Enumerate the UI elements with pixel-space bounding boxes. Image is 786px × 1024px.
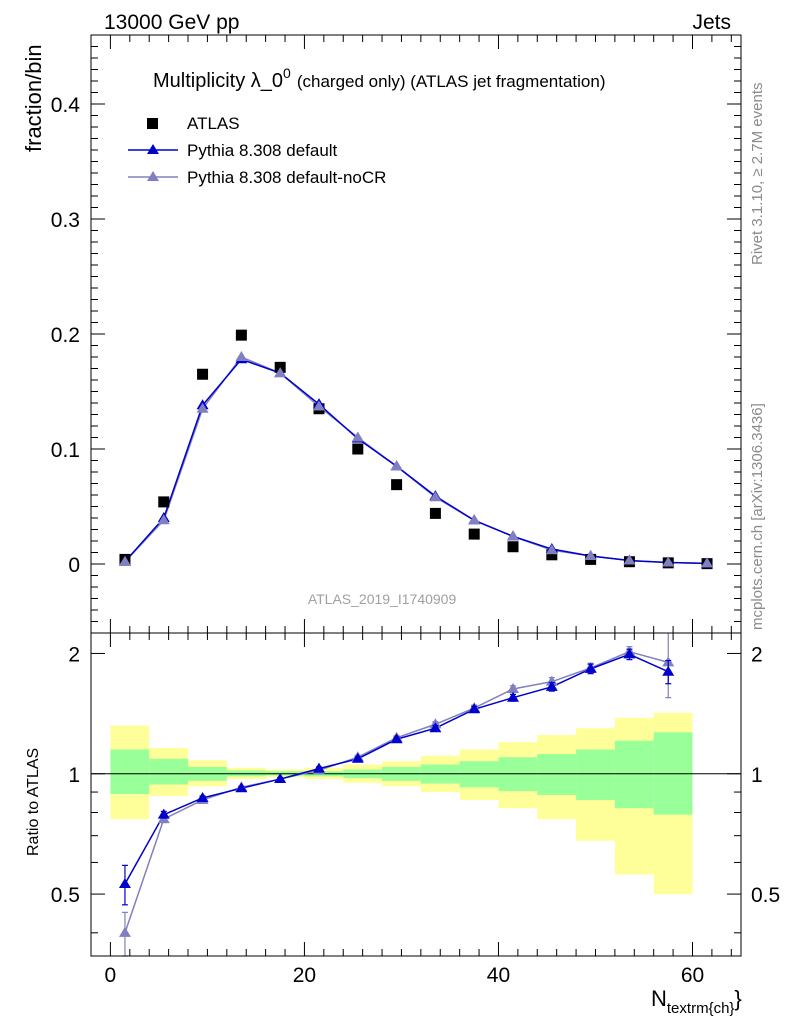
main-ytick-label: 0.3	[51, 209, 80, 232]
ratio-point	[390, 733, 403, 744]
legend-marker-atlas	[147, 118, 158, 129]
legend-marker-default	[147, 144, 159, 154]
x-axis-label-suffix: }	[734, 986, 741, 1011]
ratio-panel: 0.5 0.51 12 20 20 40 60 Ratio to ATLAS Ntextrm…	[25, 632, 780, 1017]
atlas-point	[235, 329, 247, 341]
ratio-point	[157, 808, 170, 819]
mc-point	[429, 491, 442, 502]
mc-point	[545, 544, 558, 555]
mc-point	[157, 514, 170, 525]
ratio-ytick-label: 0.5	[51, 884, 80, 907]
ratio-point	[274, 773, 287, 784]
ratio-point	[118, 926, 131, 937]
uncertainty-band-1sigma	[110, 749, 150, 794]
mcplots-label: mcplots.cern.ch [arXiv:1306.3436]	[749, 403, 766, 630]
x-axis-label-main: N	[651, 986, 667, 1011]
ratio-point	[623, 648, 636, 659]
atlas-point	[352, 443, 364, 455]
category-label: Jets	[692, 11, 731, 34]
mc-point	[623, 554, 636, 565]
ratio-ytick-label-right: 1	[751, 764, 763, 787]
mc-point	[701, 557, 714, 568]
ratio-point	[545, 680, 558, 691]
ratio-ylabel: Ratio to ATLAS	[25, 748, 42, 856]
ratio-point	[312, 762, 325, 773]
legend-label-default: Pythia 8.308 default	[187, 141, 338, 160]
atlas-point	[507, 541, 519, 553]
atlas-point	[468, 528, 480, 540]
mc-point	[662, 556, 675, 567]
ratio-ytick-label: 2	[68, 643, 80, 666]
atlas-point	[197, 368, 209, 380]
legend-marker-nocr	[147, 171, 159, 181]
x-axis-label-sub: textrm{ch}	[667, 1000, 735, 1017]
analysis-watermark: ATLAS_2019_I1740909	[308, 591, 457, 607]
main-series-line	[124, 358, 708, 565]
mc-point	[390, 460, 403, 471]
ratio-ytick-label-right: 2	[751, 643, 763, 666]
main-ytick-label: 0.1	[51, 439, 80, 462]
main-ytick-label: 0.4	[51, 94, 81, 117]
mc-point	[507, 530, 520, 541]
rivet-label: Rivet 3.1.10, ≥ 2.7M events	[749, 83, 766, 266]
chart-title-suffix: (charged only) (ATLAS jet fragmentation)	[297, 72, 606, 91]
mc-point	[235, 351, 248, 361]
xtick-label: 40	[487, 964, 510, 987]
ratio-point	[235, 782, 248, 793]
uncertainty-band-1sigma	[537, 754, 577, 795]
ratio-ytick-label-right: 0.5	[751, 884, 780, 907]
mc-point	[312, 400, 325, 411]
mc-point	[351, 431, 364, 442]
mc-point	[584, 549, 597, 560]
legend-label-atlas: ATLAS	[187, 114, 240, 133]
main-ytick-label: 0.2	[51, 324, 80, 347]
atlas-point	[391, 479, 403, 491]
ratio-point	[507, 691, 520, 702]
x-axis-label: Ntextrm{ch}}	[651, 986, 742, 1017]
ratio-point	[507, 682, 520, 693]
ratio-point	[351, 752, 364, 763]
legend-label-nocr: Pythia 8.308 default-noCR	[187, 168, 386, 187]
xtick-label: 60	[681, 964, 704, 987]
ratio-point	[584, 662, 597, 673]
mc-point	[468, 514, 481, 525]
uncertainty-band-1sigma	[614, 740, 654, 809]
main-panel: ATLAS_2019_I1740909 0 0.1 0.2 0.3 0.4 fracti…	[21, 34, 742, 634]
ratio-point	[118, 877, 131, 888]
atlas-point	[429, 507, 441, 519]
ratio-point	[196, 791, 209, 802]
ratio-point	[429, 722, 442, 733]
uncertainty-band-1sigma	[149, 758, 189, 785]
atlas-point	[546, 549, 558, 561]
main-ylabel: fraction/bin	[21, 44, 46, 152]
main-series-line	[124, 356, 708, 565]
chart-title-main: Multiplicity λ_0	[153, 70, 283, 92]
chart-title-sup: 0	[283, 65, 291, 81]
main-ytick-label: 0	[68, 554, 80, 577]
uncertainty-band-1sigma	[576, 749, 615, 800]
mc-point	[196, 402, 209, 413]
chart-title: Multiplicity λ_00 (charged only) (ATLAS j…	[153, 65, 606, 92]
ratio-frame	[90, 632, 742, 957]
mc-point	[118, 555, 131, 566]
xtick-label: 0	[105, 964, 117, 987]
ratio-point	[662, 665, 675, 676]
legend: ATLAS Pythia 8.308 default Pythia 8.308 …	[128, 114, 386, 187]
mc-point	[274, 367, 287, 378]
energy-label: 13000 GeV pp	[104, 11, 239, 34]
xtick-label: 20	[293, 964, 316, 987]
ratio-point	[468, 703, 481, 714]
ratio-ytick-label: 1	[68, 764, 80, 787]
atlas-point	[158, 496, 170, 508]
